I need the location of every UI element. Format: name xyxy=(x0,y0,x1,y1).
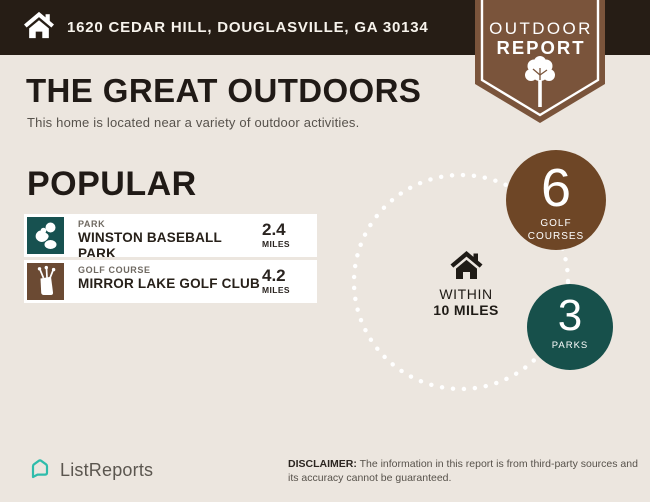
stat-label: PARKS xyxy=(527,340,613,353)
stat-label-line: PARKS xyxy=(551,340,589,351)
property-address: 1620 CEDAR HILL, DOUGLASVILLE, GA 30134 xyxy=(67,19,429,36)
disclaimer: DISCLAIMER: The information in this repo… xyxy=(288,458,642,485)
disclaimer-label: DISCLAIMER: xyxy=(288,458,357,470)
poi-category: PARK xyxy=(78,219,106,229)
baseball-player-icon xyxy=(27,217,64,254)
page-subtitle: This home is located near a variety of o… xyxy=(27,115,360,130)
radius-center: WITHIN 10 MILES xyxy=(403,251,529,318)
poi-name: WINSTON BASEBALL PARK xyxy=(78,230,222,257)
stat-label-line: GOLF xyxy=(540,218,572,229)
stat-label-line: COURSES xyxy=(527,230,585,242)
poi-category: GOLF COURSE xyxy=(78,265,151,275)
badge-title-line1: OUTDOOR xyxy=(489,19,593,38)
badge-title-line2: REPORT xyxy=(496,37,585,58)
poi-distance-block: 2.4 MILES xyxy=(262,214,317,257)
within-label: WITHIN xyxy=(439,286,493,302)
poi-distance-block: 4.2 MILES xyxy=(262,260,317,303)
stat-circle-parks: 3 PARKS xyxy=(527,284,613,370)
stat-value: 6 xyxy=(540,158,572,218)
stat-circle-golf-courses: 6 GOLF COURSES xyxy=(506,150,606,250)
poi-distance: 2.4 xyxy=(262,220,286,239)
poi-list: PARK WINSTON BASEBALL PARK 2.4 MILES xyxy=(24,214,317,306)
outdoor-report-badge: OUTDOOR REPORT xyxy=(475,0,605,123)
listreports-logo-icon xyxy=(28,456,52,485)
poi-row-golf-course: GOLF COURSE MIRROR LAKE GOLF CLUB 4.2 MI… xyxy=(24,260,317,303)
poi-row-park: PARK WINSTON BASEBALL PARK 2.4 MILES xyxy=(24,214,317,257)
radius-dashed-circle xyxy=(351,172,571,392)
page-title: THE GREAT OUTDOORS xyxy=(26,72,422,109)
poi-distance-unit: MILES xyxy=(262,285,290,295)
disclaimer-text: The information in this report is from t… xyxy=(288,458,638,484)
home-icon xyxy=(24,11,54,44)
home-icon xyxy=(450,251,483,284)
poi-distance-unit: MILES xyxy=(262,239,290,249)
stat-value: 3 xyxy=(557,291,583,340)
section-heading-popular: POPULAR xyxy=(27,165,197,203)
golf-bag-icon xyxy=(27,263,64,300)
stat-label: GOLF COURSES xyxy=(506,218,606,243)
poi-name: MIRROR LAKE GOLF CLUB xyxy=(78,276,260,291)
radius-label: 10 MILES xyxy=(433,302,499,318)
poi-text-block: GOLF COURSE MIRROR LAKE GOLF CLUB xyxy=(67,260,262,303)
brand-name: ListReports xyxy=(60,460,154,480)
poi-distance: 4.2 xyxy=(262,266,286,285)
listreports-logo: ListReports xyxy=(28,456,153,485)
tree-icon xyxy=(525,56,555,107)
poi-text-block: PARK WINSTON BASEBALL PARK xyxy=(67,214,262,257)
